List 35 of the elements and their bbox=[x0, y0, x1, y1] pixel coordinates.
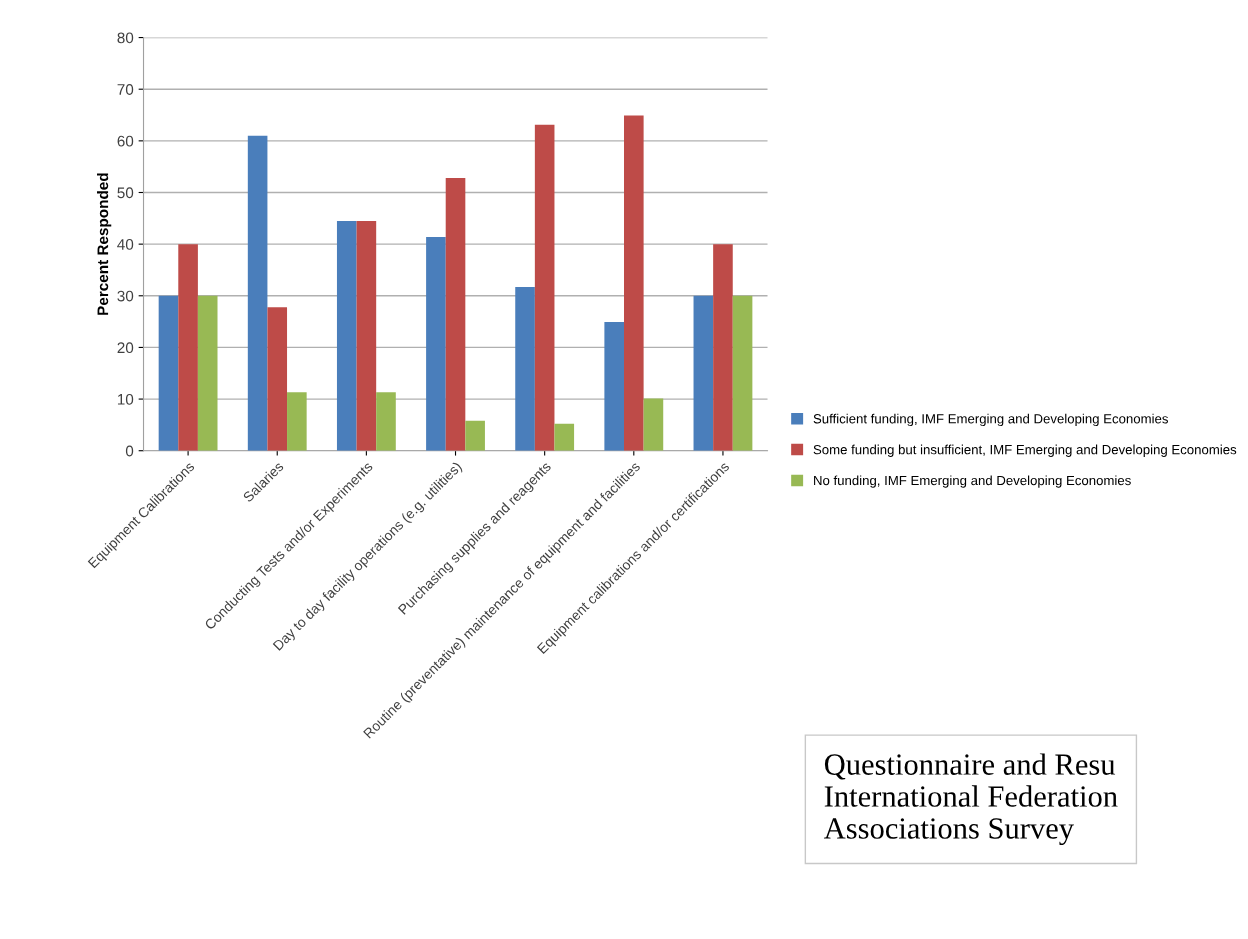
bar bbox=[197, 295, 218, 451]
y-tick-label: 60 bbox=[117, 135, 134, 147]
bar bbox=[336, 220, 357, 451]
bar bbox=[515, 287, 535, 451]
bar bbox=[624, 115, 644, 451]
y-tick-label: 30 bbox=[117, 290, 134, 302]
bar bbox=[178, 244, 198, 451]
y-tick-label: 0 bbox=[125, 445, 134, 457]
bar bbox=[376, 392, 396, 451]
bar bbox=[247, 135, 268, 451]
y-tick-label: 80 bbox=[117, 32, 134, 44]
text: Questionnaire and Resu International Federation Associations Survey bbox=[823, 753, 1118, 846]
bar bbox=[643, 398, 664, 451]
y-tick-label: 70 bbox=[117, 84, 134, 95]
y-tick-label: 40 bbox=[117, 239, 134, 250]
bar bbox=[356, 220, 377, 451]
legend-label: Sufficient funding, IMF Emerging and Developing Economies bbox=[813, 413, 1168, 427]
y-tick-label: 50 bbox=[117, 187, 134, 199]
bar bbox=[693, 295, 714, 451]
legend-label: No funding, IMF Emerging and Developing Economies bbox=[814, 475, 1131, 488]
bar bbox=[426, 236, 446, 451]
bar bbox=[465, 420, 485, 451]
bar bbox=[732, 295, 753, 451]
y-tick-label: 10 bbox=[117, 393, 134, 405]
legend-label: Some funding but insufficient, IMF Emerging and Developing Economies bbox=[813, 444, 1237, 457]
y-axis-title: Percent Responded bbox=[97, 173, 112, 315]
bar bbox=[267, 307, 288, 451]
bar bbox=[604, 322, 624, 451]
y-tick-label: 20 bbox=[117, 342, 134, 354]
bar bbox=[158, 295, 179, 451]
bar bbox=[287, 392, 307, 451]
bar bbox=[445, 178, 466, 451]
bar bbox=[554, 423, 575, 451]
bar bbox=[534, 124, 555, 451]
bar bbox=[713, 244, 733, 451]
